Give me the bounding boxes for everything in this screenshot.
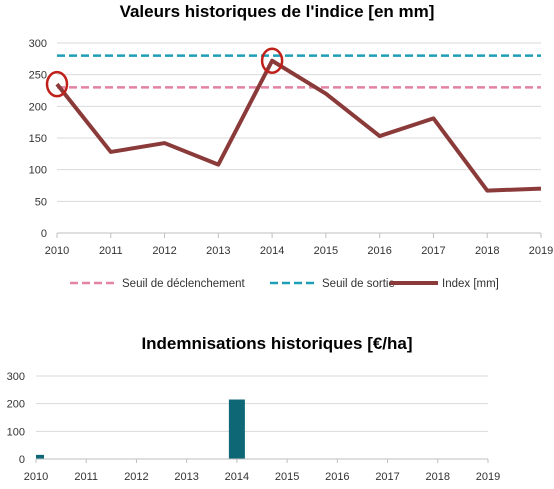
- y-tick-label: 200: [29, 101, 47, 113]
- y-tick-label: 300: [7, 371, 25, 383]
- x-tick-label: 2013: [174, 471, 198, 483]
- x-tick-label: 2013: [206, 245, 230, 257]
- legend-label: Seuil de déclenchement: [122, 278, 246, 290]
- x-tick-label: 2019: [529, 245, 553, 257]
- x-tick-label: 2015: [275, 471, 299, 483]
- y-tick-label: 250: [29, 70, 47, 82]
- highlight-circle: [45, 70, 69, 98]
- y-tick-label: 100: [29, 165, 47, 177]
- y-tick-label: 0: [41, 228, 47, 240]
- x-tick-label: 2019: [476, 471, 500, 483]
- index-line-chart: 0 50 100 150 200 250 300 2010 2011 2012 2013 2014 20…: [29, 38, 554, 290]
- y-tick-label: 300: [29, 38, 47, 50]
- y-tick-label: 150: [29, 133, 47, 145]
- y-tick-label: 200: [7, 399, 25, 411]
- x-tick-label: 2011: [74, 471, 98, 483]
- x-tick-label: 2018: [426, 471, 450, 483]
- x-tick-label: 2014: [260, 245, 284, 257]
- highlight-circle: [260, 47, 284, 74]
- x-tick-label: 2011: [99, 245, 123, 257]
- x-tick-label: 2016: [325, 471, 349, 483]
- chart-title-indemnisations: Indemnisations historiques [€/ha]: [141, 334, 413, 353]
- series-line: [55, 58, 542, 193]
- x-tick-label: 2014: [225, 471, 249, 483]
- x-tick-label: 2010: [24, 471, 48, 483]
- x-tick-label: 2017: [421, 245, 445, 257]
- x-tick-label: 2016: [367, 245, 391, 257]
- legend-label: Index [mm]: [442, 278, 499, 290]
- x-tick-label: 2015: [314, 245, 338, 257]
- x-tick-label: 2012: [152, 245, 176, 257]
- bar: [228, 399, 245, 459]
- x-tick-label: 2010: [45, 245, 69, 257]
- x-tick-label: 2017: [375, 471, 399, 483]
- x-tick-label: 2018: [475, 245, 499, 257]
- legend-label: Seuil de sortie: [322, 278, 395, 290]
- x-tick-label: 2012: [124, 471, 148, 483]
- chart-title-index: Valeurs historiques de l'indice [en mm]: [119, 2, 435, 21]
- bar: [36, 454, 44, 459]
- y-tick-label: 0: [19, 454, 25, 466]
- y-tick-label: 50: [35, 196, 47, 208]
- y-tick-label: 100: [7, 426, 25, 438]
